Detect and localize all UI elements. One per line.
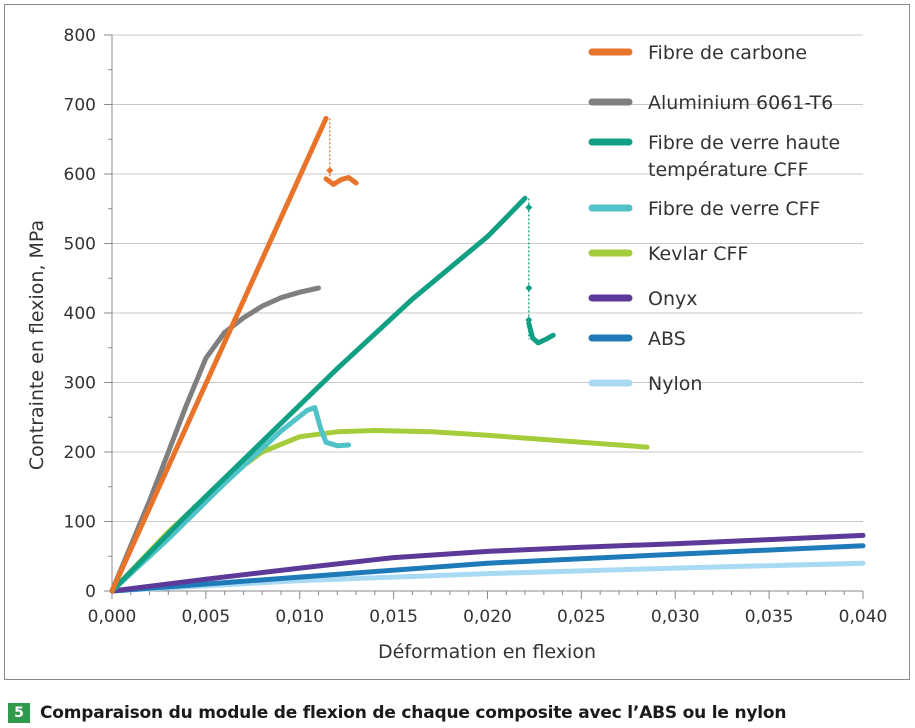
x-tick-label: 0,035 bbox=[745, 607, 794, 627]
chart-frame: 0 100 200 300 400 500 600 700 800 0,000 0,005 0,010… bbox=[4, 4, 910, 680]
x-tick-label: 0,015 bbox=[369, 607, 418, 627]
series-line-onyx bbox=[109, 532, 866, 594]
legend: Fibre de carbone Aluminium 6061-T6 Fibre d… bbox=[588, 42, 840, 395]
y-tick-label: 100 bbox=[64, 513, 96, 533]
failure-marker-fibre-de-verre-haute-temperature-cff bbox=[525, 203, 533, 211]
y-tick-label: 400 bbox=[64, 304, 96, 324]
y-tick-label: 0 bbox=[85, 582, 96, 602]
legend-label-nylon: Nylon bbox=[648, 373, 702, 395]
y-tick-label: 800 bbox=[64, 26, 96, 46]
series-line-fibre-de-verre-haute-temperature-cff bbox=[109, 195, 528, 594]
legend-label-aluminium-6061-t6: Aluminium 6061-T6 bbox=[648, 92, 833, 114]
x-tick-label: 0,005 bbox=[182, 607, 231, 627]
series-line-fibre-de-verre-cff bbox=[109, 405, 352, 594]
series-line-fibre-de-carbone bbox=[109, 115, 329, 594]
y-tick-label: 700 bbox=[64, 96, 96, 116]
x-tick-label: 0,010 bbox=[275, 607, 324, 627]
post-failure-curve-fibre-de-verre-haute-temperature-cff bbox=[526, 320, 556, 346]
post-failure-curve-fibre-de-carbone bbox=[323, 175, 359, 187]
y-tick-label: 500 bbox=[64, 235, 96, 255]
caption-text: Comparaison du module de flexion de chaq… bbox=[40, 703, 787, 723]
x-tick-label: 0,000 bbox=[88, 607, 137, 627]
x-axis-title: Déformation en flexion bbox=[378, 641, 596, 663]
failure-marker-fibre-de-carbone bbox=[326, 167, 334, 175]
x-tick-label: 0,025 bbox=[557, 607, 606, 627]
legend-label-fibre-de-verre-cff: Fibre de verre CFF bbox=[648, 198, 820, 220]
legend-label-onyx: Onyx bbox=[648, 288, 698, 310]
failure-marker-fibre-de-verre-haute-temperature-cff bbox=[525, 284, 533, 292]
y-tick-label: 200 bbox=[64, 443, 96, 463]
y-axis-title: Contrainte en flexion, MPa bbox=[26, 220, 48, 470]
x-tick-label: 0,030 bbox=[651, 607, 700, 627]
series-lines bbox=[109, 115, 866, 594]
figure-number-badge: 5 bbox=[8, 703, 30, 723]
legend-label-kevlar-cff: Kevlar CFF bbox=[648, 243, 748, 265]
x-tick-label: 0,040 bbox=[839, 607, 888, 627]
legend-label-abs: ABS bbox=[648, 328, 686, 350]
y-tick-label: 300 bbox=[64, 374, 96, 394]
flexural-chart: 0 100 200 300 400 500 600 700 800 0,000 0,005 0,010… bbox=[26, 26, 888, 663]
figure-caption: 5 Comparaison du module de flexion de ch… bbox=[8, 701, 786, 725]
y-tick-label: 600 bbox=[64, 165, 96, 185]
legend-label-fibre-de-carbone: Fibre de carbone bbox=[648, 42, 807, 64]
series-line-abs bbox=[109, 543, 866, 594]
legend-label-fibre-de-verre-haute-temperature-cff: Fibre de verre haute température CFF bbox=[648, 132, 840, 181]
x-tick-label: 0,020 bbox=[463, 607, 512, 627]
axes: 0 100 200 300 400 500 600 700 800 0,000 0,005 0,010… bbox=[64, 26, 888, 627]
